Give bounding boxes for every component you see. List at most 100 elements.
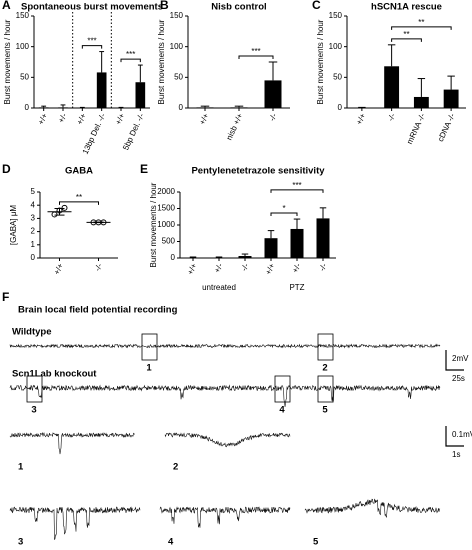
y-tick-label: 50 <box>20 72 29 81</box>
x-tick-label: +/+ <box>355 112 368 127</box>
bar <box>136 82 146 108</box>
y-tick-label: 0 <box>179 103 184 112</box>
chart-title: Nisb control <box>211 2 266 13</box>
x-tick-label: +/+ <box>52 262 65 277</box>
significance-bracket <box>82 46 101 49</box>
significance-label: *** <box>87 37 96 46</box>
x-tick-label: +/+ <box>36 112 49 127</box>
zoom-box-label: 1 <box>146 363 152 374</box>
y-tick-label: 5 <box>31 187 36 196</box>
y-tick-label: 1000 <box>157 220 175 229</box>
panel-letter: D <box>2 162 11 176</box>
y-axis-label: Burst movements / hour <box>3 19 12 104</box>
bar <box>239 256 252 258</box>
significance-bracket <box>60 202 99 205</box>
bar <box>444 90 459 108</box>
y-tick-label: 50 <box>333 72 342 81</box>
y-tick-label: 50 <box>174 72 183 81</box>
x-tick-label: -/- <box>239 262 250 273</box>
y-tick-label: 150 <box>170 11 184 20</box>
x-tick-label: cDNA -/- <box>436 112 457 143</box>
panel-letter: F <box>2 290 9 304</box>
y-tick-label: 150 <box>16 11 30 20</box>
scale-label: 0.1mV <box>452 430 472 439</box>
bar <box>58 107 68 108</box>
significance-bracket <box>121 59 140 62</box>
row-label: Scn1Lab knockout <box>12 369 97 380</box>
panel-letter: A <box>2 0 11 12</box>
bar <box>39 107 49 108</box>
y-tick-label: 1 <box>31 240 36 249</box>
x-tick-label: -/- <box>317 262 328 273</box>
zoom-box-label: 3 <box>31 405 36 416</box>
zoom-label: 1 <box>18 462 24 473</box>
y-tick-label: 0 <box>25 103 30 112</box>
y-axis-label: Burst movements / hour <box>157 19 166 104</box>
x-tick-label: -/- <box>93 262 104 273</box>
bar <box>97 72 107 108</box>
y-tick-label: 100 <box>16 42 30 51</box>
data-point <box>62 205 67 210</box>
x-tick-label: +/- <box>213 262 225 275</box>
significance-label: *** <box>292 181 301 190</box>
significance-label: *** <box>251 47 260 56</box>
x-tick-label: +/+ <box>186 262 199 277</box>
significance-label: *** <box>126 50 135 59</box>
chart-title: hSCN1A rescue <box>371 2 442 13</box>
y-tick-label: 100 <box>329 42 343 51</box>
zoom-trace <box>165 433 290 447</box>
x-tick-label: +/+ <box>114 112 127 127</box>
y-tick-label: 0 <box>31 253 36 262</box>
lfp-trace <box>10 345 440 348</box>
y-tick-label: 1500 <box>157 204 175 213</box>
scale-label: 2mV <box>452 354 469 363</box>
zoom-label: 3 <box>18 537 23 548</box>
significance-label: ** <box>76 193 82 202</box>
bar <box>231 107 248 108</box>
group-label: untreated <box>202 283 236 292</box>
zoom-label: 2 <box>173 462 178 473</box>
chart-title: GABA <box>65 166 93 177</box>
panel-letter: C <box>312 0 321 12</box>
y-tick-label: 150 <box>329 11 343 20</box>
y-tick-label: 2000 <box>157 187 175 196</box>
data-point <box>52 212 57 217</box>
bar <box>414 97 429 108</box>
significance-label: ** <box>403 30 409 39</box>
zoom-trace <box>10 507 140 540</box>
bar <box>317 218 330 258</box>
panel-title: Brain local field potential recording <box>18 305 178 316</box>
significance-bracket <box>392 27 452 30</box>
x-tick-label: nisb +/+ <box>225 112 245 142</box>
x-tick-label: +/- <box>291 262 303 275</box>
lfp-trace <box>10 386 440 407</box>
x-tick-label: -/- <box>267 112 278 123</box>
bar <box>197 107 214 108</box>
row-label: Wildtype <box>12 327 52 338</box>
zoom-label: 4 <box>168 537 174 548</box>
y-tick-label: 0 <box>171 253 176 262</box>
panel-letter: E <box>140 162 148 176</box>
y-tick-label: 0 <box>338 103 343 112</box>
chart-title: Spontaneous burst movements <box>21 2 163 13</box>
zoom-trace <box>305 499 440 517</box>
significance-bracket <box>271 213 297 216</box>
bar <box>384 66 399 108</box>
group-label: PTZ <box>289 283 304 292</box>
y-axis-label: Burst movements / hour <box>316 19 325 104</box>
bar <box>291 229 304 258</box>
y-tick-label: 100 <box>170 42 184 51</box>
bar <box>265 80 282 108</box>
y-tick-label: 2 <box>31 227 36 236</box>
y-axis-label: [GABA] μM <box>9 205 18 246</box>
scale-label: 25s <box>452 374 465 383</box>
significance-bracket <box>239 56 273 59</box>
y-tick-label: 500 <box>162 237 176 246</box>
zoom-box-label: 2 <box>322 363 327 374</box>
chart-title: Pentylenetetrazole sensitivity <box>191 166 325 177</box>
y-tick-label: 4 <box>31 200 36 209</box>
zoom-trace <box>160 507 290 528</box>
zoom-box-label: 4 <box>279 405 285 416</box>
y-tick-label: 3 <box>31 214 36 223</box>
